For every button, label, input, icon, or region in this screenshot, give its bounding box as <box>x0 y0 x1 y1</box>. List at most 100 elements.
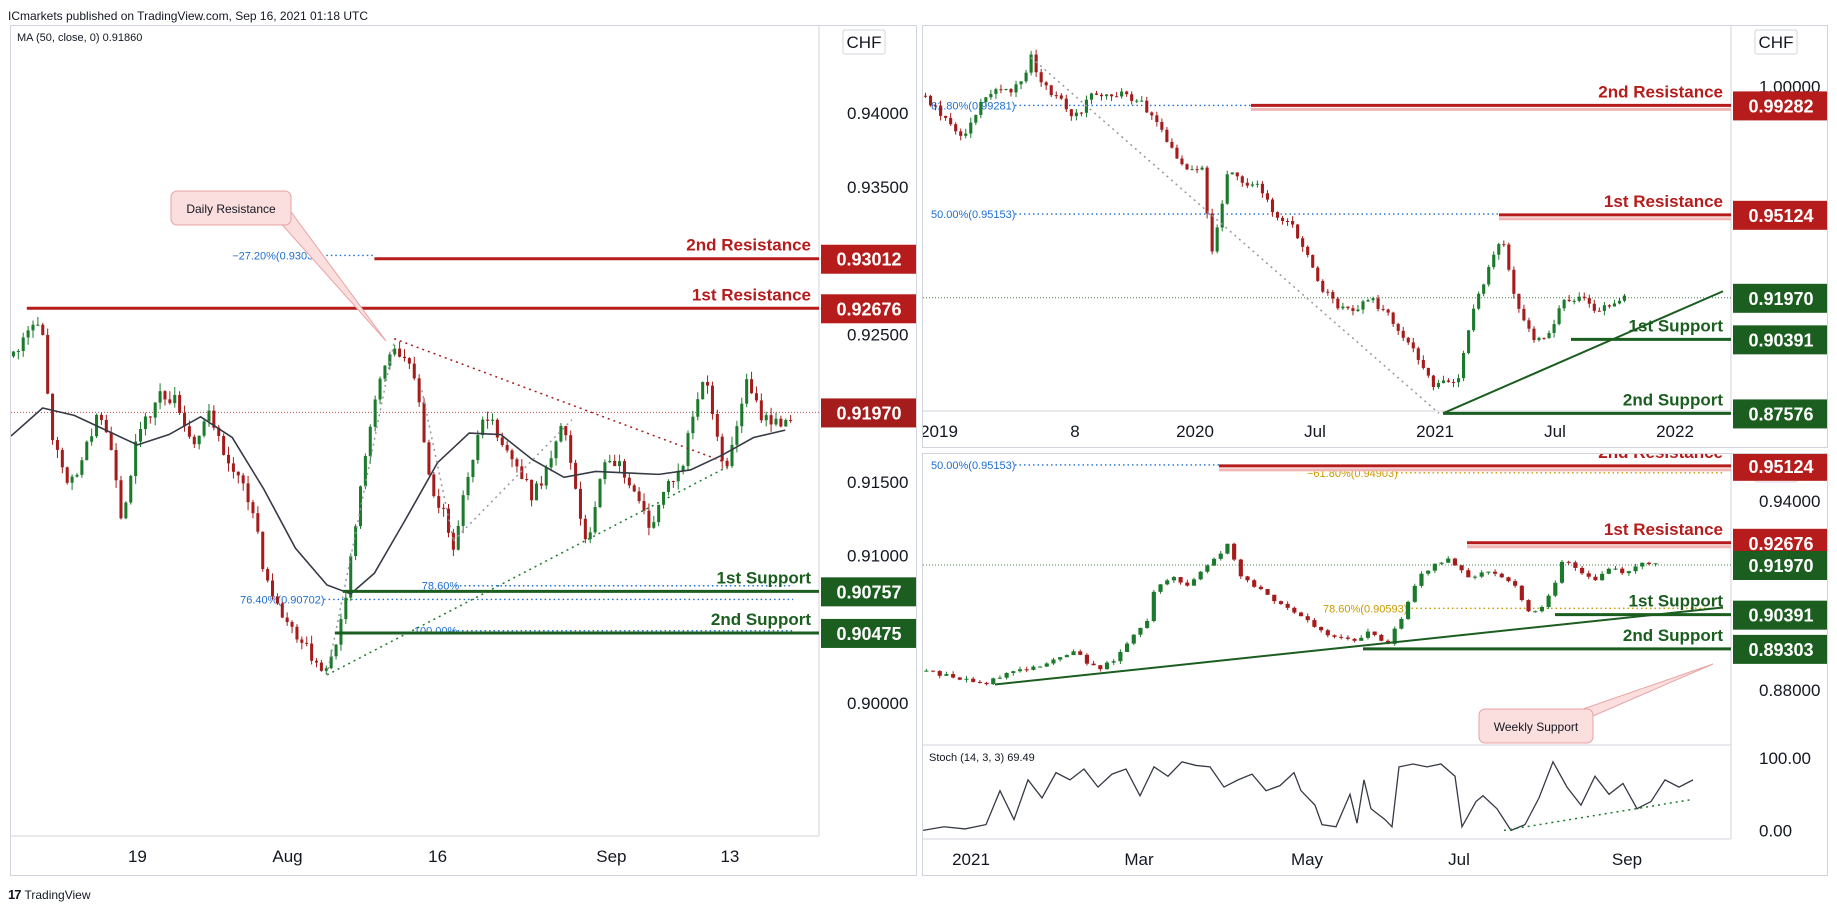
candle-body <box>1379 634 1384 641</box>
candle-body <box>1258 586 1263 590</box>
daily-chart-panel[interactable]: 0.94000 0.93500 0.92500 0.91500 0.91000 0.900… <box>10 25 917 876</box>
candle-body <box>1165 580 1170 585</box>
candle-body <box>266 569 270 581</box>
candle-body <box>1502 244 1506 246</box>
candle-body <box>1332 635 1337 637</box>
candle-body <box>1341 306 1345 309</box>
candle-body <box>1620 568 1625 574</box>
candle-body <box>41 324 45 335</box>
candle-body <box>398 348 402 357</box>
candle-body <box>55 440 59 450</box>
candle-body <box>1165 129 1169 142</box>
ma-indicator-label: MA (50, close, 0) 0.91860 <box>17 32 142 44</box>
candle-body <box>402 356 407 359</box>
candle-body <box>681 465 685 471</box>
candle-body <box>393 348 397 355</box>
candle-body <box>1275 212 1280 218</box>
candle-body <box>65 467 69 483</box>
candle-body <box>1452 558 1458 566</box>
candle-body <box>114 450 118 481</box>
candle-body <box>569 435 573 463</box>
candle-body <box>928 95 933 106</box>
daily-chart[interactable]: 0.94000 0.93500 0.92500 0.91500 0.91000 0.900… <box>11 26 916 875</box>
candle-body <box>525 479 529 481</box>
candle-body <box>1135 100 1139 102</box>
candle-body <box>1220 203 1224 228</box>
stoch-trendline <box>1503 798 1694 832</box>
candle-body <box>1557 308 1561 325</box>
candle-body <box>1215 227 1219 252</box>
candle-body <box>1326 291 1330 293</box>
candle-body <box>1586 573 1591 577</box>
candle-body <box>578 488 582 519</box>
candle-body <box>1118 651 1123 662</box>
candle-body <box>745 379 749 404</box>
x-tick-label: 2019 <box>923 422 958 441</box>
candle-body <box>388 354 392 366</box>
candle-body <box>251 502 255 514</box>
candle-body <box>1094 93 1099 95</box>
candle-body <box>1361 301 1365 310</box>
candle-body <box>1399 618 1404 629</box>
trendline <box>1442 290 1724 415</box>
candle-body <box>1071 651 1076 656</box>
current-price-tag <box>821 398 916 428</box>
candle-body <box>407 358 411 364</box>
candle-body <box>1346 306 1350 309</box>
candle-body <box>1270 199 1275 213</box>
candle-body <box>1559 561 1565 583</box>
candle-body <box>324 668 328 671</box>
candle-body <box>1145 620 1150 628</box>
x-tick-label: 2022 <box>1656 422 1694 441</box>
candle-body <box>1607 305 1611 307</box>
candle-body <box>1099 94 1104 97</box>
candle-body <box>1567 299 1571 302</box>
weekly2021-chart[interactable]: 0.950000.940000.880002021MarMayJulSepCHF… <box>923 454 1827 875</box>
candle-body <box>554 441 558 459</box>
trendline <box>1030 57 1440 414</box>
candle-body <box>143 416 147 430</box>
candle-body <box>1115 96 1119 98</box>
level-price-label: 0.90391 <box>1748 330 1813 350</box>
level-price-label: 0.99282 <box>1748 96 1813 116</box>
candle-body <box>977 681 982 683</box>
candle-body <box>1479 572 1484 577</box>
candle-body <box>168 399 172 404</box>
weekly2021-chart-panel[interactable]: 0.950000.940000.880002021MarMayJulSepCHF… <box>922 453 1828 876</box>
candle-body <box>1104 662 1110 670</box>
level-name: 2nd Resistance <box>1598 454 1723 462</box>
candle-body <box>466 477 470 496</box>
candle-body <box>1131 634 1136 644</box>
candle-body <box>1552 324 1556 333</box>
candle-body <box>789 420 793 422</box>
candle-body <box>417 378 421 403</box>
candle-body <box>1412 585 1417 602</box>
candle-body <box>1512 269 1516 294</box>
level-price-label: 0.89303 <box>1748 640 1813 660</box>
candle-body <box>1124 643 1130 652</box>
fib-label: 61.80%(0.99281) <box>931 100 1015 112</box>
level-price-label: 0.95124 <box>1748 206 1813 226</box>
candle-body <box>1462 353 1466 379</box>
candle-body <box>997 677 1003 679</box>
candle-body <box>720 436 724 461</box>
candle-body <box>1416 348 1420 360</box>
candle-body <box>368 426 372 457</box>
level-price-label: 0.92676 <box>1748 534 1813 554</box>
candle-body <box>706 381 710 386</box>
current-price-label: 0.91970 <box>1748 289 1813 309</box>
weekly-chart-panel[interactable]: 1.00000 2019 8 2020 Jul 2021 Jul 2022 CHF 61.80%(… <box>922 25 1828 448</box>
candle-body <box>1064 98 1068 110</box>
candle-body <box>964 133 968 136</box>
candle-body <box>934 105 938 107</box>
candle-body <box>603 462 607 480</box>
y-tick-label: 0.92500 <box>847 325 908 344</box>
candle-body <box>1622 295 1627 301</box>
candle-body <box>21 337 25 351</box>
footer-brand[interactable]: 17 TradingView <box>8 887 91 902</box>
candle-body <box>1311 254 1315 268</box>
candle-body <box>559 426 563 442</box>
candle-body <box>647 510 651 528</box>
candle-body <box>608 460 612 463</box>
